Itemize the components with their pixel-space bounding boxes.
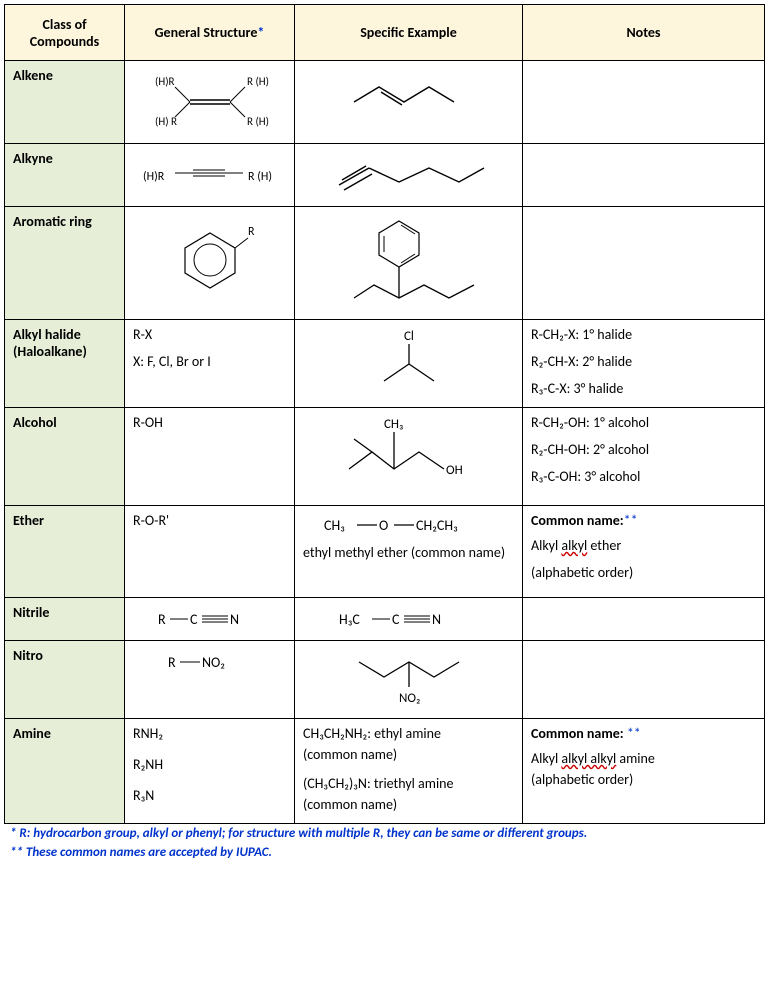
halide-example-svg: Cl [349, 326, 469, 396]
svg-text:(H) R: (H) R [155, 115, 177, 128]
notes-nitrile [523, 598, 765, 641]
footnote-2: ** These common names are accepted by IU… [4, 843, 764, 862]
alkyne-example-svg [324, 150, 494, 200]
notes-alkyne [523, 144, 765, 207]
header-structure: General Structure* [125, 5, 295, 61]
ether-example-svg: CH₃ O CH₂CH₃ [319, 512, 499, 540]
svg-text:(H)R: (H)R [143, 170, 165, 184]
svg-text:CH₃: CH₃ [324, 517, 345, 534]
svg-text:O: O [379, 517, 388, 534]
nitro-example-svg: NO₂ [334, 647, 484, 712]
example-nitro: NO₂ [295, 641, 523, 719]
example-halide: Cl [295, 320, 523, 408]
row-alcohol: Alcohol R-OH CH₃ OH R-CH₂-OH: 1° alcohol… [5, 408, 765, 506]
notes-ether: Common name:** Alkyl alkyl ether (alphab… [523, 506, 765, 598]
svg-text:CH₃: CH₃ [384, 417, 403, 432]
row-alkene: Alkene (H)R (H) R R (H) R (H) [5, 61, 765, 144]
row-ether: Ether R-O-R' CH₃ O CH₂CH₃ ethyl methyl e… [5, 506, 765, 598]
example-ether: CH₃ O CH₂CH₃ ethyl methyl ether (common … [295, 506, 523, 598]
struct-alkyne: (H)R R (H) [125, 144, 295, 207]
notes-aromatic [523, 207, 765, 320]
nitrile-general-svg: R C N [150, 604, 270, 634]
svg-text:(H)R: (H)R [155, 75, 175, 88]
alkyne-general-svg: (H)R R (H) [133, 150, 293, 200]
aromatic-example-svg [319, 213, 499, 313]
svg-text:C: C [190, 611, 198, 628]
class-ether: Ether [5, 506, 125, 598]
class-alkyne: Alkyne [5, 144, 125, 207]
struct-ether: R-O-R' [125, 506, 295, 598]
notes-amine: Common name: ** Alkyl alkyl alkyl amine … [523, 719, 765, 824]
struct-alkene: (H)R (H) R R (H) R (H) [125, 61, 295, 144]
class-nitro: Nitro [5, 641, 125, 719]
compounds-table: Class of Compounds General Structure* Sp… [4, 4, 765, 824]
example-nitrile: H₃C C N [295, 598, 523, 641]
notes-nitro [523, 641, 765, 719]
header-notes: Notes [523, 5, 765, 61]
example-amine: CH₃CH₂NH₂: ethyl amine (common name) (CH… [295, 719, 523, 824]
svg-text:R: R [168, 654, 176, 671]
example-aromatic [295, 207, 523, 320]
svg-text:C: C [392, 611, 400, 628]
alkene-general-svg: (H)R (H) R R (H) R (H) [135, 67, 285, 137]
aromatic-general-svg: R [150, 213, 270, 303]
example-alkyne [295, 144, 523, 207]
svg-text:N: N [230, 611, 239, 628]
notes-alcohol: R-CH₂-OH: 1° alcohol R₂-CH-OH: 2° alcoho… [523, 408, 765, 506]
struct-alcohol: R-OH [125, 408, 295, 506]
alcohol-example-svg: CH₃ OH [324, 414, 494, 499]
svg-text:N: N [432, 611, 441, 628]
class-halide: Alkyl halide (Haloalkane) [5, 320, 125, 408]
row-aromatic: Aromatic ring R [5, 207, 765, 320]
svg-text:R: R [248, 225, 255, 239]
svg-text:R (H): R (H) [247, 75, 269, 88]
svg-text:CH₂CH₃: CH₂CH₃ [416, 517, 458, 534]
struct-amine: RNH₂ R₂NH R₃N [125, 719, 295, 824]
svg-text:R: R [158, 611, 166, 628]
row-halide: Alkyl halide (Haloalkane) R-X X: F, Cl, … [5, 320, 765, 408]
row-nitro: Nitro R NO₂ NO₂ [5, 641, 765, 719]
svg-text:H₃C: H₃C [339, 611, 360, 628]
svg-text:NO₂: NO₂ [399, 691, 420, 706]
class-nitrile: Nitrile [5, 598, 125, 641]
notes-halide: R-CH₂-X: 1° halide R₂-CH-X: 2° halide R₃… [523, 320, 765, 408]
struct-nitrile: R C N [125, 598, 295, 641]
svg-text:R (H): R (H) [248, 170, 272, 184]
header-example: Specific Example [295, 5, 523, 61]
struct-nitro: R NO₂ [125, 641, 295, 719]
struct-halide: R-X X: F, Cl, Br or I [125, 320, 295, 408]
header-class: Class of Compounds [5, 5, 125, 61]
struct-aromatic: R [125, 207, 295, 320]
row-amine: Amine RNH₂ R₂NH R₃N CH₃CH₂NH₂: ethyl ami… [5, 719, 765, 824]
example-alkene [295, 61, 523, 144]
nitrile-example-svg: H₃C C N [334, 604, 484, 634]
class-aromatic: Aromatic ring [5, 207, 125, 320]
footnote-1: * R: hydrocarbon group, alkyl or phenyl;… [4, 824, 764, 843]
svg-text:R (H): R (H) [247, 115, 269, 128]
header-row: Class of Compounds General Structure* Sp… [5, 5, 765, 61]
class-alkene: Alkene [5, 61, 125, 144]
class-amine: Amine [5, 719, 125, 824]
nitro-general-svg: R NO₂ [160, 647, 260, 675]
row-alkyne: Alkyne (H)R R (H) [5, 144, 765, 207]
alkene-example-svg [334, 67, 484, 117]
svg-text:OH: OH [446, 463, 463, 478]
svg-text:Cl: Cl [404, 329, 414, 344]
class-alcohol: Alcohol [5, 408, 125, 506]
example-alcohol: CH₃ OH [295, 408, 523, 506]
notes-alkene [523, 61, 765, 144]
svg-text:NO₂: NO₂ [202, 654, 225, 671]
row-nitrile: Nitrile R C N H₃C C [5, 598, 765, 641]
